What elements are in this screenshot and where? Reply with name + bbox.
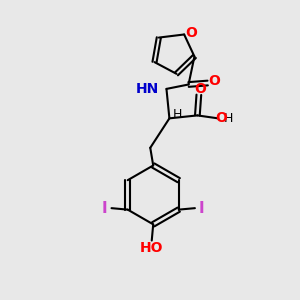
Text: I: I [102, 201, 108, 216]
Text: H: H [173, 108, 182, 121]
Text: HN: HN [136, 82, 159, 96]
Text: O: O [216, 111, 227, 125]
Text: O: O [194, 82, 206, 96]
Text: O: O [208, 74, 220, 88]
Text: I: I [199, 201, 205, 216]
Text: O: O [186, 26, 197, 40]
Text: H: H [224, 112, 233, 125]
Text: HO: HO [140, 242, 164, 256]
